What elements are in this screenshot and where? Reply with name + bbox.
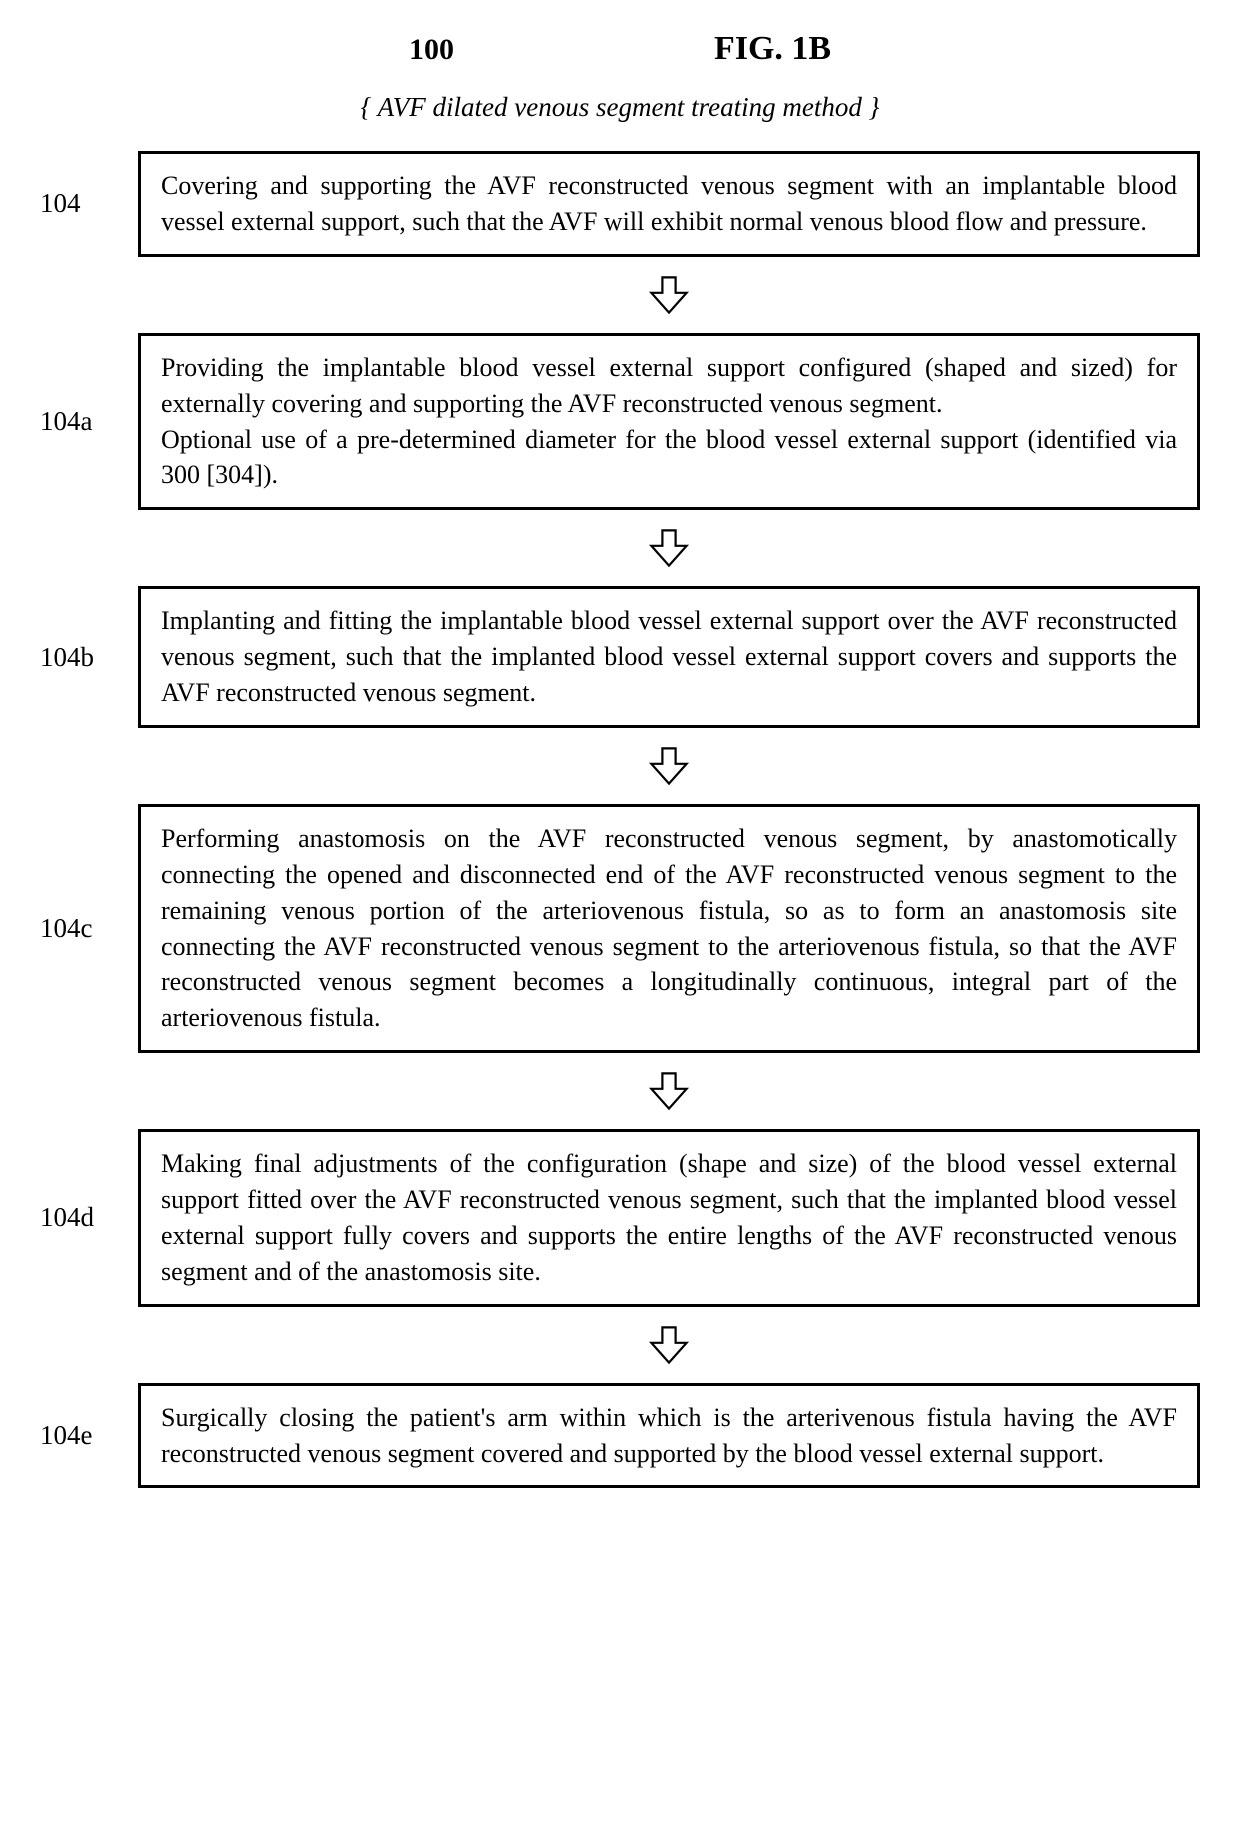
step-box: Performing anastomosis on the AVF recons… [138,804,1200,1053]
step-label: 104 [40,188,118,219]
step-row: 104e Surgically closing the patient's arm… [40,1383,1200,1489]
figure-label: FIG. 1B [714,30,831,68]
step-box: Covering and supporting the AVF reconstr… [138,151,1200,257]
header-row: 100 FIG. 1B [40,30,1200,68]
step-label: 104b [40,642,118,673]
step-label: 104e [40,1420,118,1451]
step-label: 104a [40,406,118,437]
flow-arrow [40,510,1200,586]
flow-arrow [40,257,1200,333]
flowchart-container: 104 Covering and supporting the AVF recon… [40,151,1200,1488]
flow-arrow [40,728,1200,804]
step-row: 104d Making final adjustments of the conf… [40,1129,1200,1307]
step-box: Providing the implantable blood vessel e… [138,333,1200,511]
step-box: Implanting and fitting the implantable b… [138,586,1200,728]
step-label: 104d [40,1202,118,1233]
flow-arrow [40,1053,1200,1129]
step-row: 104a Providing the implantable blood vess… [40,333,1200,511]
step-label: 104c [40,913,118,944]
step-row: 104 Covering and supporting the AVF recon… [40,151,1200,257]
subtitle: { AVF dilated venous segment treating me… [40,92,1200,123]
step-row: 104b Implanting and fitting the implantab… [40,586,1200,728]
step-box: Surgically closing the patient's arm wit… [138,1383,1200,1489]
step-box: Making final adjustments of the configur… [138,1129,1200,1307]
figure-number: 100 [409,33,454,67]
step-row: 104c Performing anastomosis on the AVF re… [40,804,1200,1053]
flow-arrow [40,1307,1200,1383]
